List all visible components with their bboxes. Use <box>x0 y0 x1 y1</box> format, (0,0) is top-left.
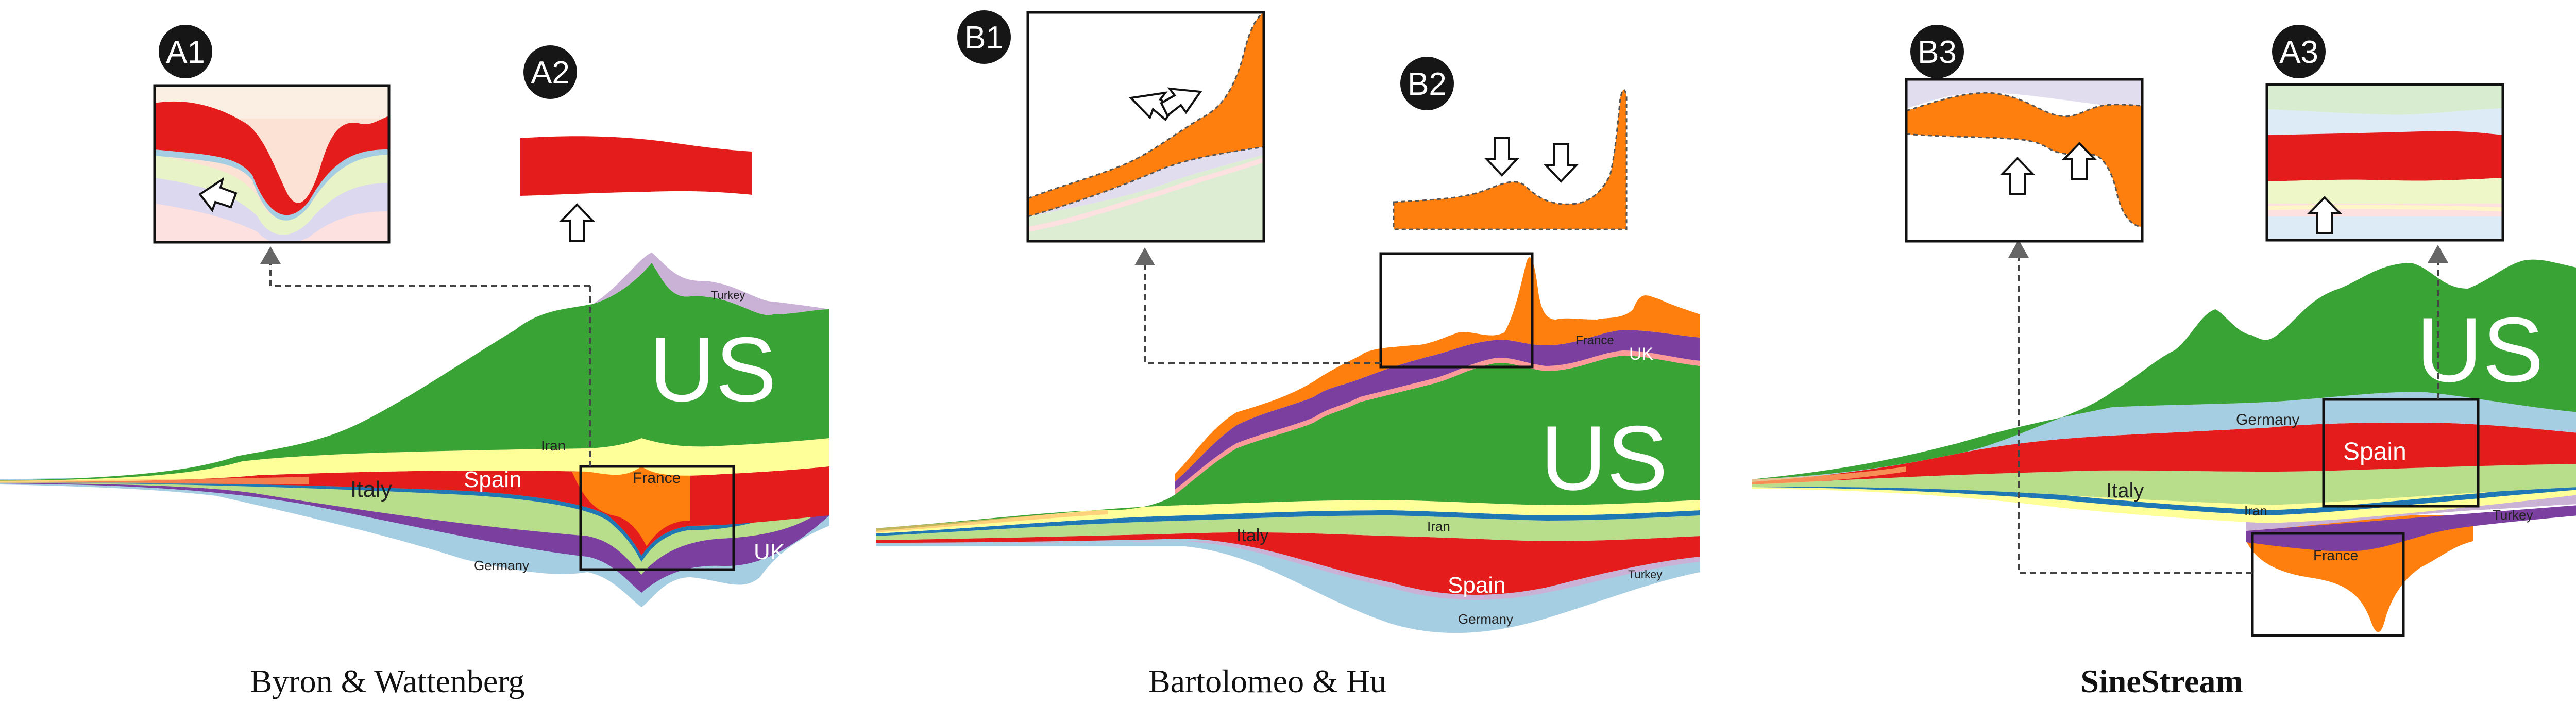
connectors-p2 <box>1134 247 1381 364</box>
label-germany: Germany <box>474 558 529 573</box>
connectors-p1 <box>260 246 591 466</box>
inset-a1 <box>153 84 391 244</box>
label-us: US <box>2416 298 2544 401</box>
stream-layers-p2 <box>876 257 1700 633</box>
label-us: US <box>1540 407 1668 509</box>
badge-b1: B1 <box>957 10 1011 64</box>
inset-b3 <box>1905 78 2144 243</box>
badge-a2: A2 <box>523 45 577 99</box>
stream-iran <box>0 438 829 482</box>
stream-uk <box>2246 505 2576 551</box>
stream-layers-p1 <box>0 247 860 619</box>
stream-iran <box>876 500 1700 533</box>
svg-text:B1: B1 <box>964 20 1004 56</box>
label-turkey: Turkey <box>1628 568 1662 581</box>
stream-us <box>0 263 829 481</box>
label-spain: Spain <box>2343 438 2406 465</box>
label-turkey: Turkey <box>711 289 745 302</box>
panel-sinestream: US Germany Spain Italy Iran Turkey UK Fr… <box>1752 78 2576 699</box>
stream-belgium <box>876 510 1700 536</box>
label-uk: UK <box>754 539 785 564</box>
inset-b2 <box>1393 89 1628 230</box>
caption-p3: SineStream <box>2080 663 2243 699</box>
stream-baseline-mix <box>0 477 309 484</box>
stream-lower-mix <box>876 510 1108 532</box>
stream-layers-p3 <box>1752 259 2576 632</box>
stream-baseline-mix <box>1752 466 1906 484</box>
connectors-p3 <box>2008 240 2448 574</box>
svg-text:A2: A2 <box>531 55 570 91</box>
stream-us <box>1752 259 2576 479</box>
inset-b1 <box>1026 11 1265 243</box>
label-germany: Germany <box>2236 411 2299 428</box>
label-us: US <box>649 318 776 421</box>
stream-us <box>876 356 1700 531</box>
stream-spain <box>876 532 1700 595</box>
up-arrow-icon <box>1999 157 2036 195</box>
stream-italy <box>1752 464 2576 505</box>
arrow-icon <box>1160 87 1202 118</box>
svg-text:A3: A3 <box>2279 35 2318 70</box>
highlight-box-p2 <box>1379 252 1534 369</box>
stream-turkey <box>515 253 829 330</box>
highlight-box-p3a <box>2322 398 2480 508</box>
label-spain: Spain <box>1448 573 1506 598</box>
svg-text:A1: A1 <box>166 35 205 70</box>
highlight-box-p1 <box>579 465 735 571</box>
badges: A1 A2 B1 B2 B3 A3 <box>159 10 2326 110</box>
panel-byron-wattenberg: US Turkey Iran Spain France Italy UK Ger… <box>0 84 860 699</box>
badge-a1: A1 <box>159 25 212 78</box>
stream-labels-p1: US Turkey Iran Spain France Italy UK Ger… <box>350 289 785 573</box>
stream-labels-p2: US France UK Iran Italy Spain Turkey Ger… <box>1236 333 1668 627</box>
stream-italy <box>876 515 1700 541</box>
caption-p2: Bartolomeo & Hu <box>1148 663 1386 699</box>
label-spain: Spain <box>464 467 522 492</box>
arrow-icon <box>198 177 238 213</box>
label-france: France <box>1575 333 1614 347</box>
stream-right-cutoff-p1 <box>829 247 860 619</box>
inset-a2 <box>520 136 752 242</box>
label-iran: Iran <box>1427 519 1450 534</box>
stream-germany <box>1752 392 2576 482</box>
up-arrow-icon <box>559 203 595 242</box>
label-iran: Iran <box>2244 503 2267 519</box>
label-uk: UK <box>2508 525 2539 550</box>
label-germany: Germany <box>1458 611 1513 627</box>
badge-b2: B2 <box>1400 57 1454 110</box>
label-uk: UK <box>1629 344 1654 364</box>
down-arrow-icon <box>1543 143 1579 183</box>
svg-text:B3: B3 <box>1918 35 1957 70</box>
inset-a3 <box>2265 83 2504 242</box>
label-italy: Italy <box>350 477 392 502</box>
badge-a3: A3 <box>2272 25 2326 78</box>
caption-p1: Byron & Wattenberg <box>250 663 525 699</box>
up-arrow-icon <box>2307 196 2343 234</box>
stream-switzerland <box>1175 350 1700 495</box>
up-arrow-icon <box>2061 142 2097 180</box>
label-italy: Italy <box>1236 526 1268 545</box>
panel-bartolomeo-hu: US France UK Iran Italy Spain Turkey Ger… <box>876 11 1700 699</box>
label-italy: Italy <box>2106 479 2144 502</box>
stream-uk <box>1175 330 1700 490</box>
down-arrow-icon <box>1484 137 1520 177</box>
label-france: France <box>633 470 681 487</box>
label-france: France <box>2313 547 2358 563</box>
label-iran: Iran <box>541 438 566 454</box>
badge-b3: B3 <box>1910 25 1964 78</box>
label-turkey: Turkey <box>2493 507 2533 523</box>
stream-spain <box>1752 423 2576 484</box>
stream-belgium <box>1752 484 2576 515</box>
svg-text:B2: B2 <box>1408 66 1447 102</box>
highlight-box-p3b <box>2251 532 2405 637</box>
